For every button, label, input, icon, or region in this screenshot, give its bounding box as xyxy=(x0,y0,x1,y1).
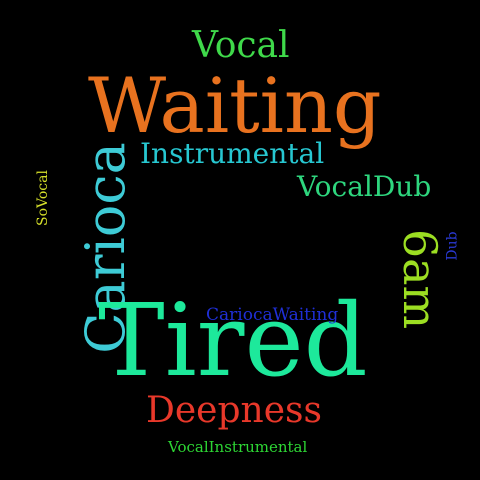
word-cariocawaiting: CariocaWaiting xyxy=(206,305,339,325)
word-6am: 6am xyxy=(393,228,448,330)
word-waiting: Waiting xyxy=(88,61,382,150)
word-deepness: Deepness xyxy=(146,390,322,431)
word-sovocal: SoVocal xyxy=(34,170,51,226)
word-vocaldub: VocalDub xyxy=(297,170,432,203)
word-instrumental: Instrumental xyxy=(140,137,325,170)
word-vocalinstrumental: VocalInstrumental xyxy=(168,438,308,456)
word-tired: Tired xyxy=(98,282,368,399)
word-vocal: Vocal xyxy=(192,25,290,66)
word-dub: Dub xyxy=(444,231,461,261)
